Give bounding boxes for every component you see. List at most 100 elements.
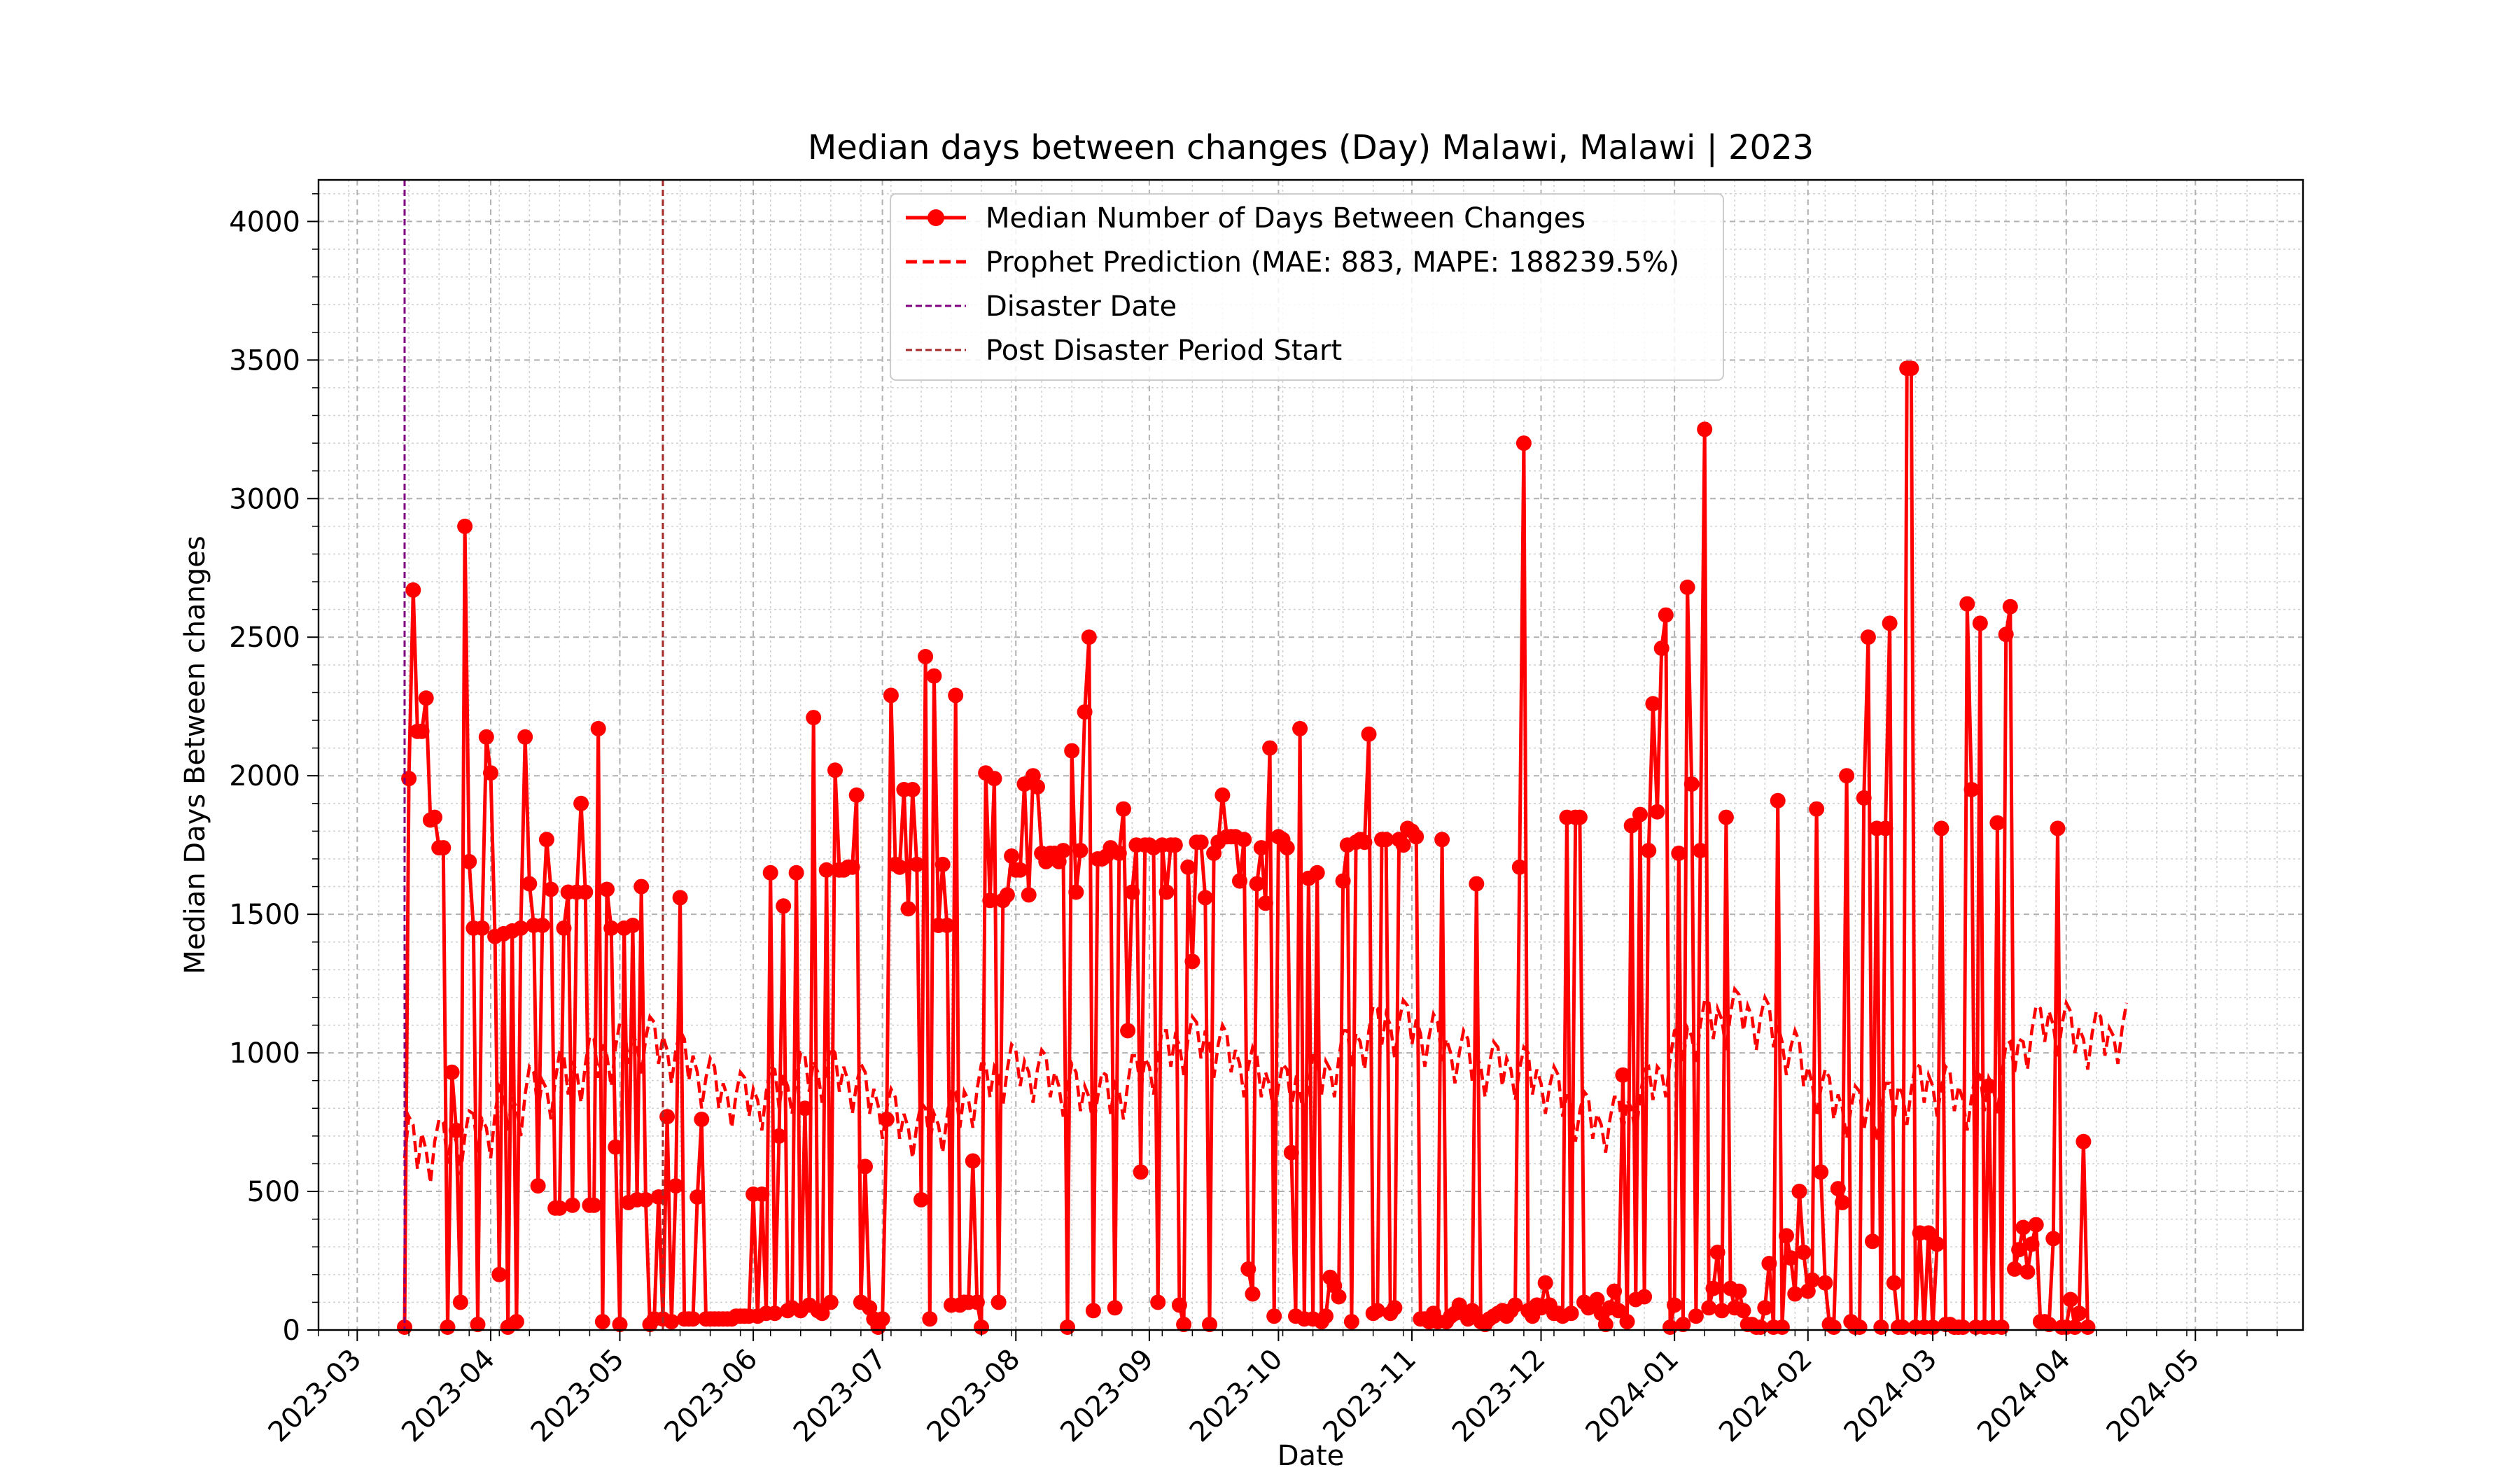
data-point	[564, 1197, 580, 1213]
data-point	[1623, 818, 1639, 834]
data-point	[664, 1314, 680, 1330]
data-point	[2045, 1231, 2062, 1247]
data-point	[1809, 801, 1825, 817]
data-point	[1839, 768, 1855, 784]
data-point	[1903, 360, 1919, 377]
data-point	[1120, 1023, 1136, 1039]
data-point	[1787, 1286, 1803, 1302]
data-point	[2007, 1261, 2022, 1277]
data-point	[909, 856, 925, 872]
data-point	[1030, 779, 1045, 794]
data-point	[2041, 1317, 2057, 1333]
data-point	[1735, 1303, 1751, 1319]
data-point	[2071, 1306, 2087, 1322]
data-point	[612, 1317, 628, 1333]
data-point	[1865, 1233, 1880, 1250]
data-point	[1116, 801, 1131, 817]
data-point	[2002, 598, 2018, 615]
data-point	[659, 1109, 676, 1125]
data-point	[1004, 848, 1020, 864]
data-point	[452, 1294, 468, 1310]
data-point	[440, 1320, 456, 1335]
data-point	[965, 1153, 981, 1169]
data-point	[685, 1311, 701, 1327]
data-point	[1589, 1292, 1605, 1308]
data-point	[1343, 1314, 1359, 1330]
data-point	[624, 918, 640, 933]
data-point	[470, 1317, 486, 1333]
plot-frame	[317, 178, 2304, 1331]
data-point	[848, 787, 864, 803]
data-point	[1688, 1308, 1704, 1324]
data-point	[444, 1064, 460, 1080]
data-point	[538, 832, 554, 848]
data-point	[844, 859, 860, 875]
data-point	[1176, 1317, 1192, 1333]
data-point	[1072, 843, 1088, 859]
data-point	[1972, 615, 1988, 631]
data-point	[771, 1128, 787, 1144]
data-point	[694, 1112, 710, 1128]
data-point	[1081, 629, 1097, 645]
data-point	[1804, 1272, 1820, 1288]
data-point	[1292, 720, 1308, 736]
data-point	[1597, 1317, 1614, 1333]
data-point	[1921, 1225, 1936, 1241]
data-point	[1507, 1297, 1523, 1313]
data-point	[543, 881, 559, 897]
data-point	[599, 881, 615, 897]
data-point	[1369, 1303, 1385, 1319]
data-point	[1705, 1280, 1721, 1296]
data-point	[1611, 1303, 1627, 1319]
data-point	[1537, 1275, 1553, 1291]
data-point	[900, 901, 916, 917]
data-point	[1158, 884, 1175, 900]
data-point	[650, 1189, 666, 1205]
data-point	[1193, 834, 1209, 850]
data-point	[818, 862, 834, 878]
data-point	[1795, 1245, 1812, 1261]
data-point	[754, 1186, 770, 1202]
data-point	[1378, 832, 1394, 848]
data-point	[892, 859, 908, 875]
y-tick-label: 3500	[229, 344, 300, 377]
data-point	[1202, 1317, 1217, 1333]
data-point	[1998, 626, 2014, 643]
data-point	[1511, 859, 1527, 875]
data-point	[1077, 704, 1093, 720]
series-layer	[397, 180, 2129, 1335]
data-point	[508, 1314, 524, 1330]
data-point	[1240, 1261, 1256, 1277]
data-point	[1257, 895, 1273, 911]
data-point	[1395, 837, 1411, 853]
data-point	[401, 771, 417, 787]
data-point	[1387, 1300, 1403, 1316]
data-point	[1671, 846, 1687, 861]
data-point	[1757, 1300, 1773, 1316]
data-point	[858, 1158, 873, 1175]
y-tick-label: 4000	[229, 206, 300, 238]
data-point	[690, 1189, 706, 1205]
data-point	[1262, 740, 1278, 756]
data-point	[478, 729, 494, 745]
data-point	[1085, 1303, 1101, 1319]
data-point	[904, 782, 920, 797]
data-point	[1055, 843, 1071, 859]
data-point	[1929, 1236, 1945, 1252]
data-point	[405, 582, 421, 598]
data-point	[2062, 1292, 2078, 1308]
data-point	[1826, 1320, 1842, 1335]
data-point	[1774, 1320, 1790, 1335]
data-point	[1658, 607, 1674, 623]
data-point	[982, 892, 998, 909]
data-point	[457, 518, 473, 534]
y-tick-label: 0	[283, 1315, 300, 1347]
data-point	[1653, 640, 1670, 657]
data-point	[1180, 859, 1196, 875]
data-point	[1249, 876, 1265, 892]
data-point	[2076, 1133, 2092, 1149]
data-point	[1111, 846, 1127, 861]
data-point	[1709, 1245, 1726, 1261]
data-point	[762, 864, 778, 881]
data-point	[1167, 837, 1183, 853]
